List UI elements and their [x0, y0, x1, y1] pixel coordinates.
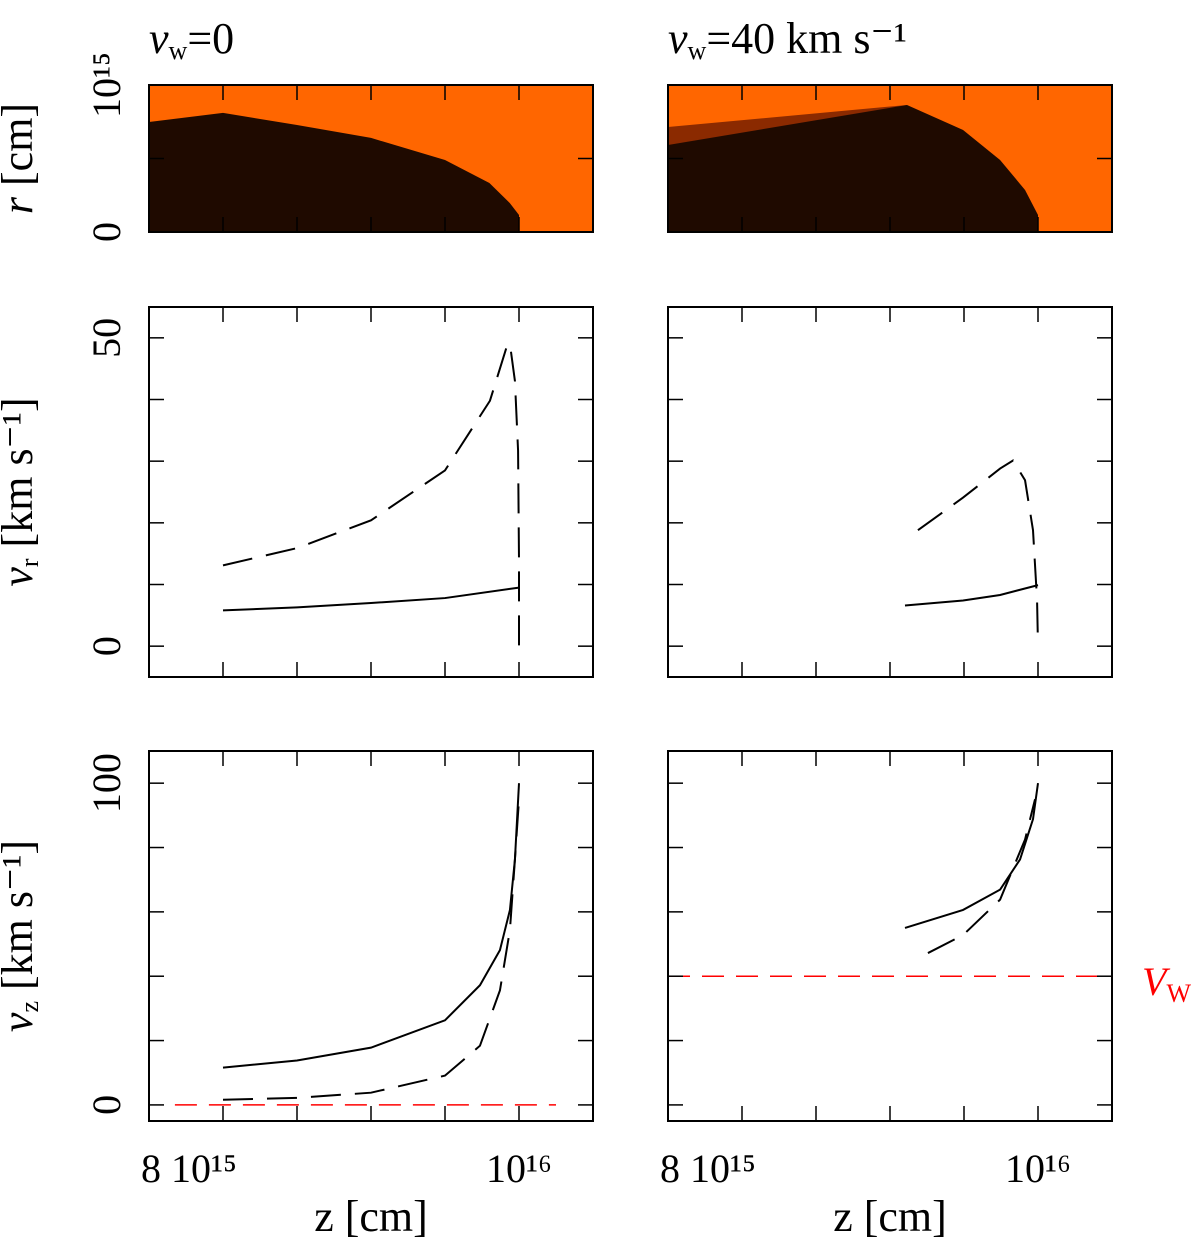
x-axis-label: z [cm] — [833, 1192, 947, 1241]
y-tick-label: 0 — [84, 1095, 129, 1115]
plot-frame — [667, 750, 1113, 1122]
y-tick-label: 0 — [84, 636, 129, 656]
y-axis-label-symbol: r — [0, 196, 42, 214]
solid-line — [904, 584, 1039, 607]
y-axis-label-symbol: v — [0, 1012, 42, 1032]
panel-title: vw=40 km s⁻¹ — [668, 14, 907, 65]
dashed-line — [222, 799, 520, 1101]
panel-title-subscript: w — [169, 36, 188, 65]
plot-frame — [667, 306, 1113, 678]
plot-frame — [148, 750, 594, 1122]
x-axis-label: z [cm] — [314, 1192, 428, 1241]
plot-frame — [148, 306, 594, 678]
panel-title-symbol: v — [668, 14, 688, 63]
region — [668, 104, 1038, 232]
y-tick-label: 50 — [84, 318, 129, 358]
panel-title-subscript: w — [688, 36, 707, 65]
x-tick-label: 10¹⁶ — [486, 1146, 552, 1191]
x-tick-label: 8 10¹⁵ — [141, 1146, 237, 1191]
y-axis-label-symbol: v — [0, 567, 42, 587]
y-axis-label-text: [cm] — [0, 103, 42, 197]
panel-title-text: =40 km s⁻¹ — [706, 14, 907, 63]
solid-line — [222, 586, 520, 612]
y-tick-label: 0 — [84, 222, 129, 242]
y-axis-label-subscript: r — [15, 558, 44, 567]
reference-label-subscript: W — [1166, 979, 1191, 1008]
dashed-line — [222, 342, 520, 647]
y-tick-label: 10¹⁵ — [84, 52, 129, 118]
y-axis-label: vz [km s⁻¹] — [0, 840, 44, 1032]
x-tick-label: 8 10¹⁵ — [660, 1146, 756, 1191]
y-axis-label: vr [km s⁻¹] — [0, 397, 44, 586]
reference-label-symbol: V — [1142, 959, 1171, 1004]
y-axis-label-text: [km s⁻¹] — [0, 397, 42, 558]
panel-title-text: =0 — [187, 14, 234, 63]
y-tick-label: 100 — [84, 753, 129, 813]
y-axis-label-subscript: z — [15, 1001, 44, 1013]
region — [149, 112, 519, 232]
dashed-line — [917, 459, 1039, 647]
y-axis-label: r [cm] — [0, 103, 42, 214]
panel-title-symbol: v — [149, 14, 169, 63]
y-axis-label-text: [km s⁻¹] — [0, 840, 42, 1001]
x-tick-label: 10¹⁶ — [1005, 1146, 1071, 1191]
reference-label: VW — [1142, 959, 1191, 1008]
panel-title: vw=0 — [149, 14, 234, 65]
dashed-line — [927, 799, 1037, 954]
solid-line — [222, 783, 520, 1069]
